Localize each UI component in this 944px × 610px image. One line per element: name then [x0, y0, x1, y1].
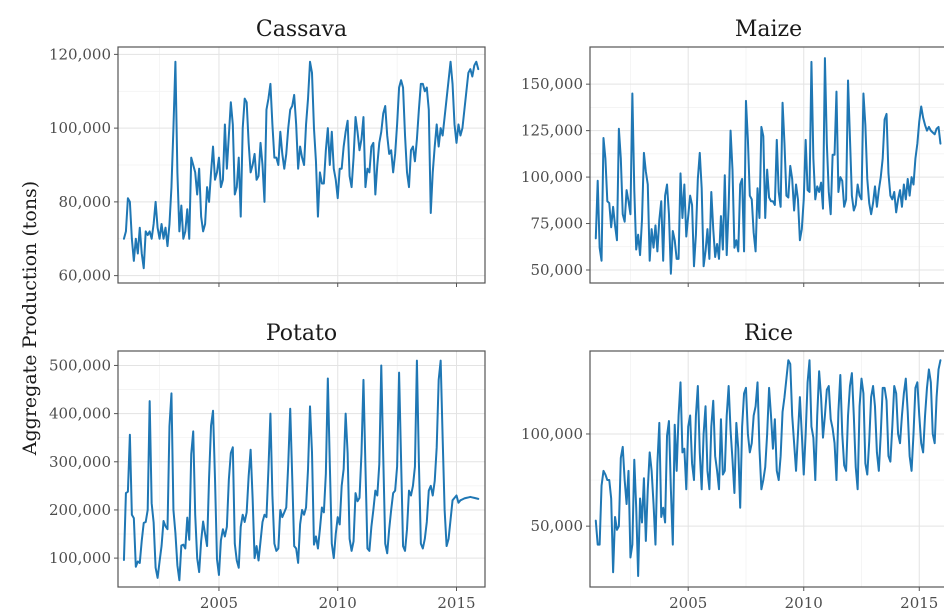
y-tick-label: 100,000	[521, 168, 583, 186]
panel-border	[589, 350, 944, 588]
y-tick-label: 200,000	[49, 501, 111, 519]
y-tick-label: 80,000	[59, 193, 112, 211]
y-tick-label: 50,000	[531, 517, 584, 535]
y-tick-label: 400,000	[49, 405, 111, 423]
y-tick-label: 60,000	[59, 267, 112, 285]
facet-panel-potato: Potato 100,000 200,000 300,000 400,000 500,00…	[49, 321, 486, 610]
y-tick-label: 300,000	[49, 453, 111, 471]
y-tick-label: 100,000	[521, 425, 583, 443]
facet-title: Potato	[266, 321, 337, 346]
y-tick-label: 150,000	[521, 75, 583, 93]
y-tick-label: 500,000	[49, 356, 111, 374]
y-tick-label: 100,000	[49, 119, 111, 137]
x-tick-label: 2005	[200, 594, 238, 610]
x-tick-label: 2005	[669, 594, 707, 610]
facet-title: Rice	[744, 321, 793, 346]
facet-panel-maize: Maize 50,000 75,000 100,000 125,000 150,000	[521, 17, 944, 287]
y-tick-label: 50,000	[531, 261, 584, 279]
series-line-rice	[594, 359, 942, 577]
series-line-cassava	[122, 60, 480, 270]
panel-border	[589, 46, 944, 284]
x-tick-label: 2015	[900, 594, 938, 610]
facet-panel-rice: Rice 50,000 100,000 2005 2010 2015	[521, 321, 944, 610]
panel-border	[117, 46, 486, 284]
series-line-maize	[594, 57, 942, 275]
y-tick-label: 100,000	[49, 549, 111, 567]
facet-title: Cassava	[256, 17, 347, 42]
y-axis-title: Aggregate Production (tons)	[19, 181, 41, 456]
panel-border	[117, 350, 486, 588]
y-tick-label: 75,000	[531, 215, 584, 233]
x-tick-label: 2010	[785, 594, 823, 610]
series-line-potato	[122, 359, 480, 582]
x-tick-label: 2015	[437, 594, 475, 610]
x-tick-label: 2010	[319, 594, 357, 610]
y-tick-label: 125,000	[521, 122, 583, 140]
facet-panel-cassava: Cassava 60,000 80,000 100,000 120,000	[49, 17, 486, 287]
facet-title: Maize	[735, 17, 802, 42]
y-tick-label: 120,000	[49, 45, 111, 63]
